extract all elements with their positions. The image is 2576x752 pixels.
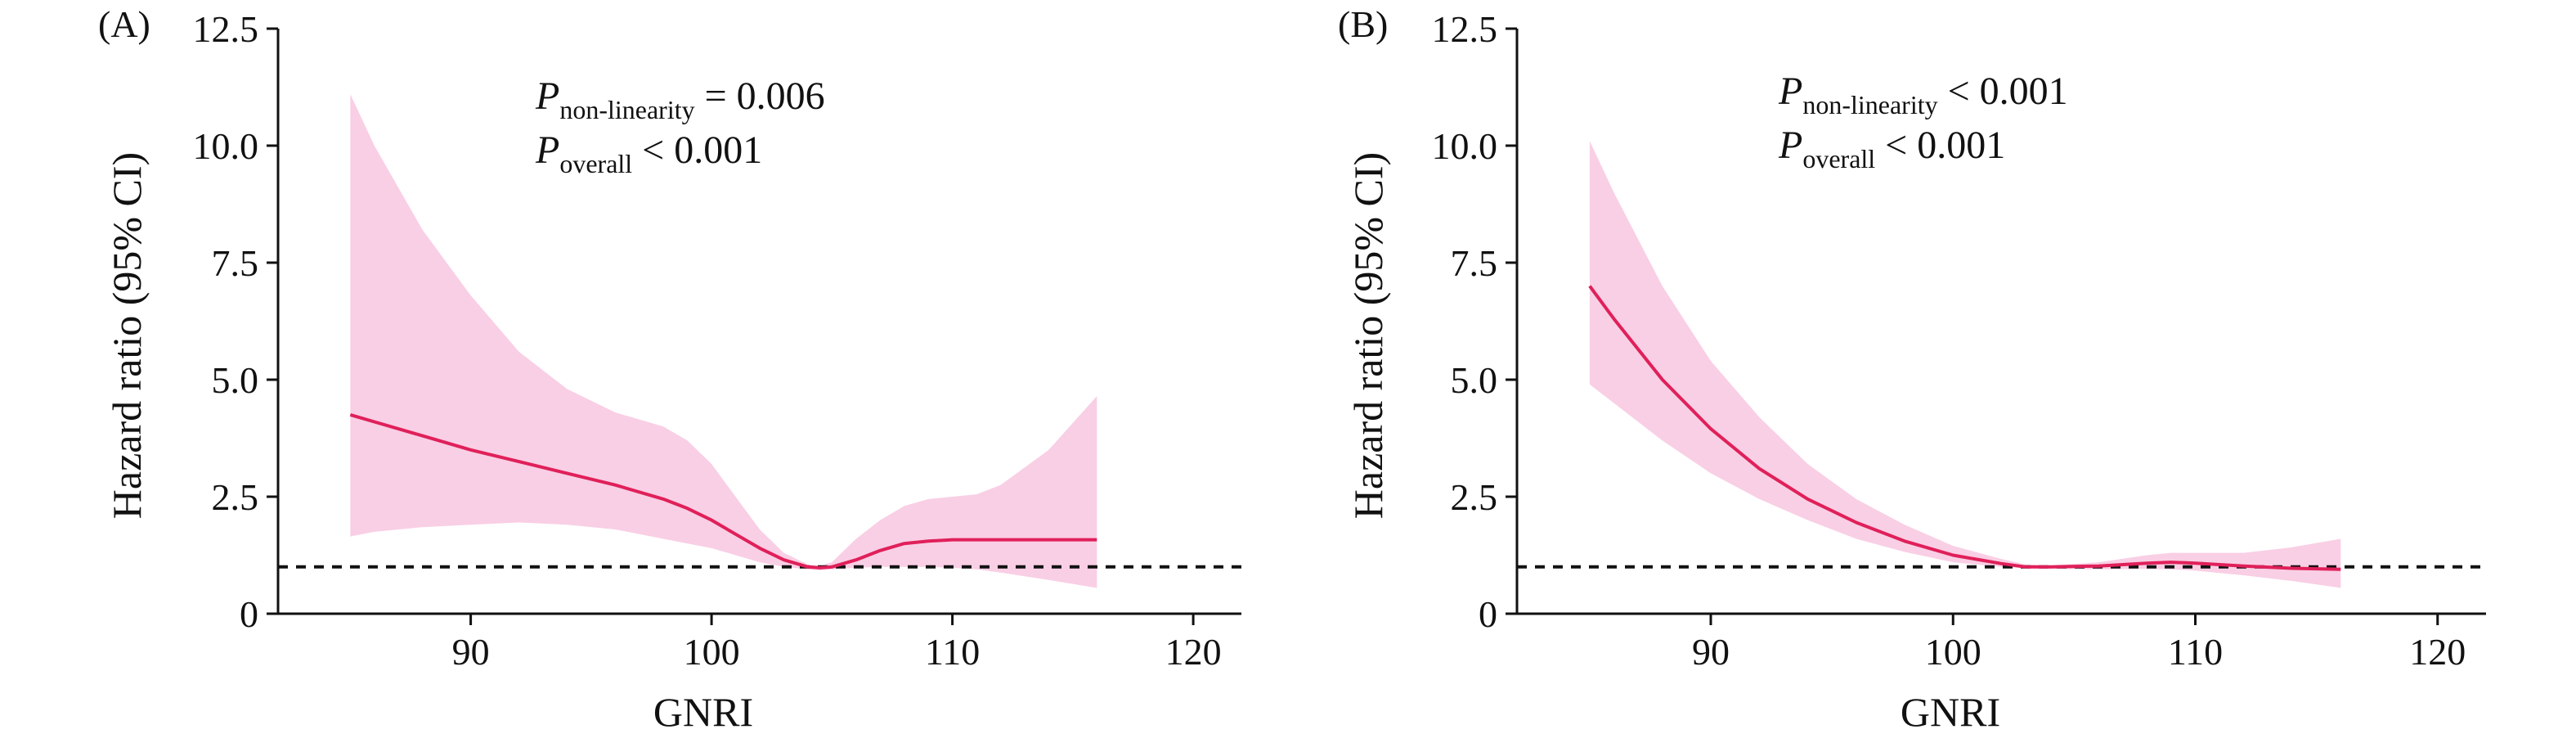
x-tick-label: 120: [2409, 631, 2466, 673]
annotation-value: < 0.001: [1875, 124, 2005, 167]
annotation-line-2: Poverall < 0.001: [535, 128, 762, 178]
y-axis-title: Hazard ratio (95% CI): [1345, 152, 1391, 519]
annotation-sub: non-linearity: [1802, 90, 1937, 119]
x-axis-title: GNRI: [1901, 689, 2000, 735]
y-tick-label: 5.0: [212, 359, 259, 401]
y-tick-label: 12.5: [193, 8, 259, 50]
axes: 0 2.5 5.0 7.5 10.0 12.5 90 100 110 120: [1432, 8, 2486, 673]
x-axis-title: GNRI: [653, 689, 753, 735]
annotation-value: = 0.006: [695, 74, 825, 118]
y-tick-label: 0: [1479, 593, 1497, 635]
y-tick-label: 12.5: [1432, 8, 1498, 50]
y-axis-title: Hazard ratio (95% CI): [104, 152, 150, 519]
panel-a: (A) 0 2.5 5.0 7.5 10.0 12.5 90 100 110 120 GNRI H…: [98, 3, 1247, 735]
x-tick-label: 90: [1692, 631, 1730, 673]
annotation-sub: overall: [1802, 144, 1875, 173]
annotation-value: < 0.001: [632, 128, 762, 172]
x-tick-label: 100: [1925, 631, 1981, 673]
panel-label: (B): [1338, 3, 1388, 45]
annotation-main: P: [1778, 124, 1802, 167]
annotation-main: P: [535, 128, 559, 172]
annotation-sub: non-linearity: [559, 95, 694, 124]
confidence-band-layer: [1589, 141, 2341, 588]
annotation-line-2: Poverall < 0.001: [1778, 124, 2005, 173]
panel-b: (B) 0 2.5 5.0 7.5 10.0 12.5 90 100 110 120 GNRI H…: [1338, 3, 2486, 735]
y-tick-label: 2.5: [212, 476, 259, 518]
x-tick-label: 90: [452, 631, 490, 673]
annotation: Pnon-linearity < 0.001 Poverall < 0.001: [1778, 70, 2068, 173]
annotation-sub: overall: [559, 149, 632, 178]
hazard-ratio-line: [349, 412, 1097, 570]
annotation-main: P: [535, 74, 559, 118]
panel-label: (A): [98, 3, 150, 45]
annotation-line-1: Pnon-linearity < 0.001: [1778, 70, 2068, 119]
annotation: Pnon-linearity = 0.006 Poverall < 0.001: [535, 74, 825, 178]
y-tick-label: 10.0: [1432, 125, 1498, 167]
annotation-value: < 0.001: [1938, 70, 2068, 113]
y-tick-label: 7.5: [1451, 242, 1498, 284]
x-tick-label: 110: [925, 631, 980, 673]
confidence-band: [1589, 141, 2341, 588]
y-tick-label: 0: [240, 593, 258, 635]
y-tick-label: 2.5: [1451, 476, 1498, 518]
y-tick-label: 5.0: [1451, 359, 1498, 401]
x-tick-label: 110: [2168, 631, 2223, 673]
y-tick-label: 7.5: [212, 242, 259, 284]
annotation-line-1: Pnon-linearity = 0.006: [535, 74, 825, 124]
hazard-ratio-line: [1588, 285, 2341, 571]
y-tick-label: 10.0: [193, 125, 259, 167]
hazard-line-layer: [349, 412, 1097, 570]
annotation-main: P: [1778, 70, 1802, 113]
x-tick-label: 120: [1165, 631, 1222, 673]
hazard-line-layer: [1588, 285, 2341, 571]
axes: 0 2.5 5.0 7.5 10.0 12.5 90 100 110 120: [193, 8, 1241, 673]
x-tick-label: 100: [684, 631, 740, 673]
